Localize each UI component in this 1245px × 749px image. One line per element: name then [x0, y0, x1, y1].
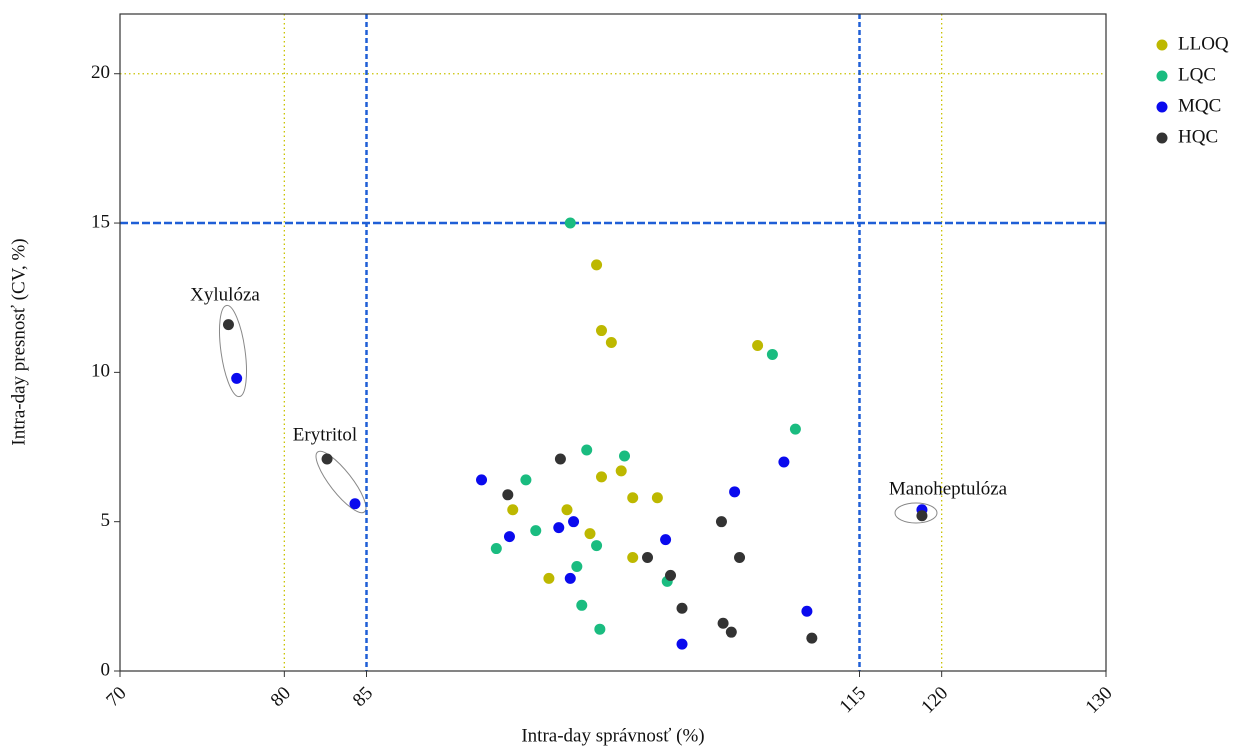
ellipse	[315, 450, 367, 514]
y-tick-label: 5	[101, 510, 111, 531]
x-tick-label: 120	[917, 683, 952, 718]
point	[660, 534, 672, 546]
legend-label: MQC	[1178, 95, 1221, 116]
point	[778, 456, 790, 468]
point	[584, 528, 596, 540]
point	[561, 504, 573, 516]
point	[571, 560, 583, 572]
point	[651, 492, 663, 504]
point	[595, 325, 607, 337]
x-axis-label: Intra-day správnosť (%)	[521, 725, 704, 746]
y-tick-label: 20	[91, 62, 110, 83]
legend-marker	[1156, 39, 1168, 51]
group-ellipses	[219, 304, 938, 524]
legend-marker	[1156, 70, 1168, 82]
x-tick-label: 80	[267, 683, 295, 711]
point	[725, 626, 737, 638]
point	[349, 498, 361, 510]
legend-label: LLOQ	[1178, 33, 1229, 54]
annotation: Erytritol	[293, 424, 357, 445]
point	[642, 552, 654, 564]
plot-frame	[119, 13, 1107, 672]
point	[801, 605, 813, 617]
annotation: Xylulóza	[190, 284, 260, 305]
point	[530, 525, 542, 537]
point	[766, 348, 778, 360]
point	[564, 217, 576, 229]
point	[591, 540, 603, 552]
y-tick-label: 0	[101, 659, 111, 680]
point	[503, 531, 515, 543]
point	[568, 516, 580, 528]
x-tick-label: 70	[102, 683, 130, 711]
point	[806, 632, 818, 644]
x-tick-label: 115	[836, 683, 871, 718]
point	[581, 444, 593, 456]
ellipse	[894, 502, 938, 524]
point	[490, 543, 502, 555]
point	[752, 339, 764, 351]
point	[619, 450, 631, 462]
point	[554, 453, 566, 465]
point	[916, 510, 928, 522]
point	[734, 552, 746, 564]
point	[476, 474, 488, 486]
point	[627, 492, 639, 504]
point	[594, 623, 606, 635]
point	[543, 572, 555, 584]
point	[627, 552, 639, 564]
point	[576, 599, 588, 611]
point	[676, 638, 688, 650]
point	[676, 602, 688, 614]
point	[717, 617, 729, 629]
point	[321, 453, 333, 465]
point	[789, 423, 801, 435]
legend-label: HQC	[1178, 126, 1218, 147]
x-tick-label: 130	[1082, 683, 1117, 718]
point	[595, 471, 607, 483]
y-axis-label: Intra-day presnosť (CV, %)	[8, 238, 29, 445]
point	[222, 319, 234, 331]
point	[564, 572, 576, 584]
annotation: Manoheptulóza	[889, 478, 1008, 499]
y-tick-label: 15	[91, 211, 110, 232]
x-tick-label: 85	[349, 683, 377, 711]
legend-label: LQC	[1178, 64, 1216, 85]
point	[520, 474, 532, 486]
point	[715, 516, 727, 528]
point	[729, 486, 741, 498]
point	[502, 489, 514, 501]
legend-marker	[1156, 132, 1168, 144]
point	[605, 337, 617, 348]
point	[615, 465, 627, 477]
point	[507, 504, 519, 516]
point	[231, 372, 243, 384]
point	[553, 522, 565, 534]
y-tick-label: 10	[91, 361, 110, 382]
legend-marker	[1156, 101, 1168, 113]
point	[665, 569, 677, 581]
point	[591, 259, 603, 271]
ellipse	[219, 304, 247, 398]
